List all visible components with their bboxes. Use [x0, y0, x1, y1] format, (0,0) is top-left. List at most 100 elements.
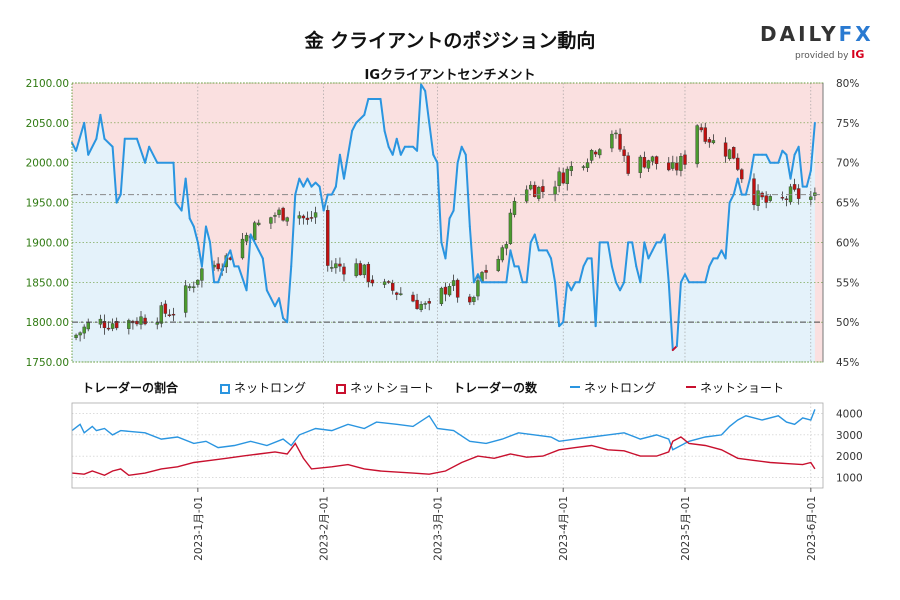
sentiment-tick-label: 50%: [836, 317, 859, 329]
count-long-line: [71, 409, 816, 451]
candle-body: [183, 285, 188, 313]
candle-body: [736, 157, 740, 170]
candle-body: [188, 286, 192, 289]
sentiment-segment: [342, 129, 354, 180]
sentiment-segment: [631, 241, 638, 268]
sentiment-segment: [744, 177, 751, 196]
candle-body: [74, 334, 78, 338]
sentiment-segment: [432, 153, 439, 164]
sentiment-segment: [119, 137, 126, 196]
sentiment-segment: [286, 265, 293, 324]
candle-body: [240, 238, 245, 259]
count-tick-label: 2000: [836, 451, 863, 463]
candle-body: [667, 162, 671, 171]
sentiment-segment: [704, 265, 711, 284]
sentiment-segment: [99, 113, 106, 140]
sentiment-segment: [448, 209, 455, 220]
sentiment-segment: [590, 257, 597, 328]
candle-body: [541, 186, 545, 192]
sentiment-segment: [249, 233, 260, 252]
candle-body: [472, 297, 476, 302]
count-tick-label: 1000: [836, 472, 863, 484]
legend: トレーダーの割合 ネットロング ネットショート トレーダーの数 ネットロング ネ…: [0, 379, 900, 395]
candle-body: [386, 281, 391, 283]
candle-body: [695, 125, 699, 165]
candle-body: [740, 169, 744, 180]
sentiment-segment: [111, 145, 118, 204]
candle-body: [86, 322, 90, 330]
candle-body: [366, 263, 371, 283]
axis-labels: 1750.00 1800.00 1850.00 1900.00 1950.00 2000.…: [26, 78, 863, 561]
sentiment-segment: [805, 169, 812, 188]
sentiment-segment: [789, 153, 796, 180]
sentiment-segment: [318, 185, 325, 212]
candle-body: [699, 127, 703, 131]
sentiment-segment: [174, 201, 183, 212]
candle-body: [102, 321, 107, 329]
sentiment-segment: [578, 265, 585, 284]
date-tick-label: 2023-3月-01: [432, 496, 444, 561]
candle-body: [581, 166, 586, 168]
candle-body: [585, 162, 590, 168]
candle-body: [395, 292, 399, 295]
sentiment-segment: [452, 161, 459, 212]
date-tick-label: 2023-1月-01: [193, 496, 205, 561]
candle-body: [638, 156, 643, 173]
sentiment-segment: [209, 241, 216, 284]
candle-body: [313, 212, 318, 218]
sentiment-segment: [797, 145, 804, 188]
price-tick-label: 2050.00: [26, 118, 69, 130]
candle-body: [277, 209, 281, 215]
sentiment-segment: [338, 153, 345, 180]
candle-body: [78, 332, 82, 336]
sentiment-segment: [724, 201, 731, 260]
sentiment-segment: [472, 273, 479, 284]
sentiment-segment: [525, 241, 532, 284]
sentiment-segment: [728, 193, 735, 204]
sentiment-segment: [257, 249, 264, 260]
sentiment-segment: [192, 225, 199, 244]
sentiment-segment: [647, 249, 654, 260]
candle-body: [500, 247, 505, 261]
price-tick-label: 2000.00: [26, 158, 69, 170]
sentiment-segment: [229, 249, 236, 268]
candle-body: [508, 212, 513, 244]
sentiment-segment: [623, 241, 630, 284]
sentiment-segment: [777, 149, 784, 164]
candle-body: [155, 322, 159, 325]
candle-body: [455, 279, 460, 298]
sentiment-segment: [75, 121, 86, 152]
candle-body: [252, 222, 257, 241]
sentiment-segment: [748, 153, 755, 180]
candle-body: [768, 196, 772, 201]
candle-body: [496, 259, 500, 271]
sentiment-segment: [245, 233, 252, 292]
candle-body: [723, 142, 728, 157]
sentiment-segment: [444, 217, 451, 260]
reference-lines: [72, 194, 823, 323]
legend-count-title: トレーダーの数: [453, 381, 538, 395]
candle-body: [752, 178, 756, 206]
candle-body: [171, 313, 176, 316]
sentiment-segment: [606, 241, 613, 268]
sentiment-segment: [237, 265, 248, 292]
sentiment-segment: [610, 265, 617, 284]
legend-ratio-long-label: ネットロング: [234, 381, 307, 395]
sentiment-segment: [290, 193, 297, 268]
sentiment-segment: [582, 257, 589, 268]
legend-ratio-long-swatch: [220, 384, 230, 394]
brand-accent: FX: [838, 22, 874, 46]
sentiment-segment: [533, 233, 540, 252]
candle-body: [476, 280, 480, 297]
sentiment-segment: [71, 141, 78, 152]
sentiment-segment: [87, 137, 98, 156]
sentiment-segment: [464, 153, 471, 228]
candle-body: [654, 156, 659, 164]
candle-body: [711, 140, 716, 144]
candle-body: [557, 171, 561, 186]
candle-body: [354, 263, 358, 277]
price-candles: [74, 122, 817, 342]
candle-body: [671, 162, 675, 169]
sentiment-segment: [306, 177, 313, 188]
candle-body: [618, 133, 622, 150]
